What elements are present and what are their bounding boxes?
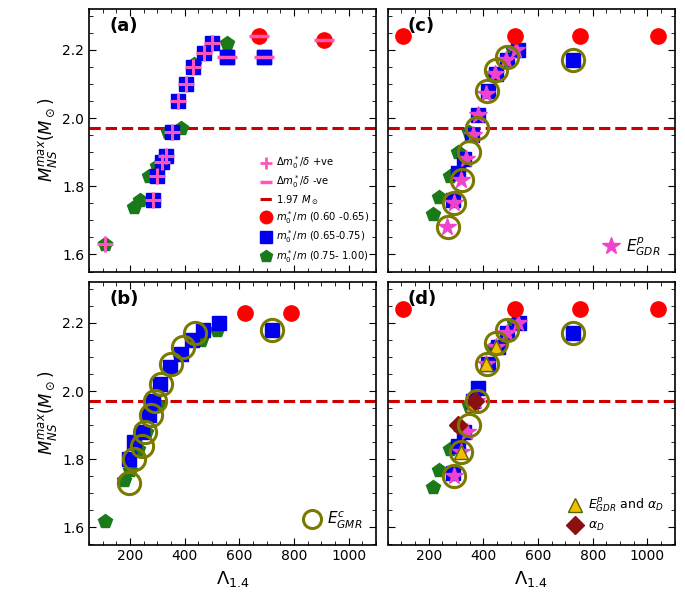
Legend: $E_{GDR}^p$ and $\alpha_D$, $\alpha_D$: $E_{GDR}^p$ and $\alpha_D$, $\alpha_D$ <box>562 491 669 538</box>
X-axis label: $\Lambda_{1.4}$: $\Lambda_{1.4}$ <box>216 569 249 589</box>
Text: (a): (a) <box>109 17 138 35</box>
Y-axis label: $M_{NS}^{max}(M_\odot)$: $M_{NS}^{max}(M_\odot)$ <box>36 371 60 456</box>
X-axis label: $\Lambda_{1.4}$: $\Lambda_{1.4}$ <box>514 569 548 589</box>
Legend: $\Delta m_0^*/\delta$ +ve, $\Delta m_0^*/\delta$ -ve, 1.97 $M_\odot$, $m_0^*/m$ : $\Delta m_0^*/\delta$ +ve, $\Delta m_0^*… <box>258 152 371 267</box>
Text: (b): (b) <box>109 290 138 308</box>
Text: (c): (c) <box>408 17 435 35</box>
Legend: $E_{GDR}^p$: $E_{GDR}^p$ <box>596 229 667 264</box>
Text: (d): (d) <box>408 290 437 308</box>
Y-axis label: $M_{NS}^{max}(M_\odot)$: $M_{NS}^{max}(M_\odot)$ <box>36 98 60 182</box>
Legend: $E_{GMR}^c$: $E_{GMR}^c$ <box>297 503 369 537</box>
